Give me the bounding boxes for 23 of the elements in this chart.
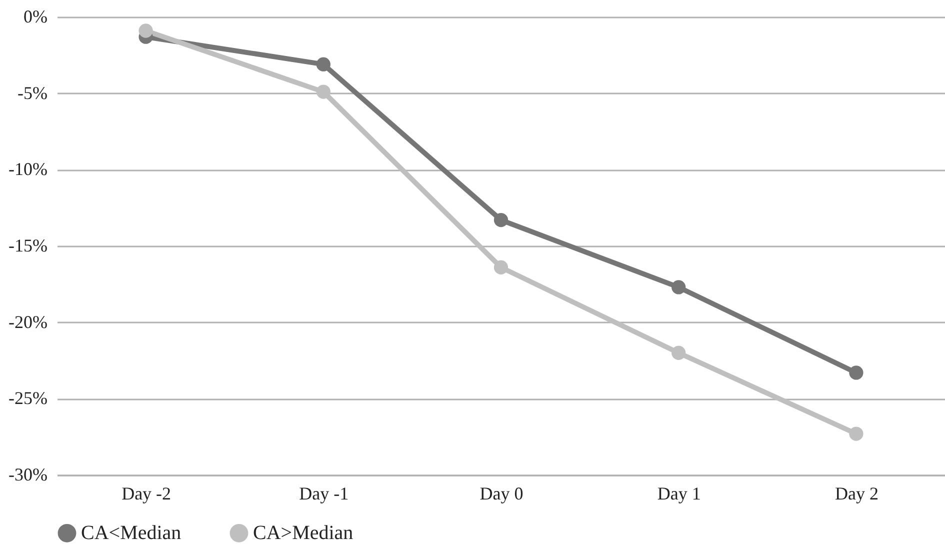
y-tick-label: 0%: [24, 6, 48, 26]
x-tick-label: Day 1: [657, 484, 701, 504]
x-tick-label: Day -1: [299, 484, 349, 504]
y-tick-label: -5%: [18, 82, 48, 103]
legend-label: CA<Median: [81, 522, 182, 544]
y-tick-label: -30%: [8, 464, 48, 484]
x-tick-label: Day 0: [480, 484, 524, 504]
y-tick-label: -10%: [8, 159, 48, 180]
x-tick-label: Day -2: [122, 484, 172, 504]
legend-label: CA>Median: [253, 522, 354, 544]
point: [494, 260, 508, 274]
y-tick-label: -25%: [8, 388, 48, 408]
y-tick-label: -15%: [8, 236, 48, 256]
point: [138, 24, 153, 38]
point: [672, 280, 686, 294]
point: [494, 212, 508, 228]
point: [316, 84, 330, 99]
point: [849, 366, 864, 380]
point: [672, 346, 686, 360]
point: [316, 57, 330, 72]
x-tick-label: Day 2: [834, 484, 878, 504]
y-tick-label: -20%: [8, 312, 48, 332]
point: [849, 426, 864, 441]
